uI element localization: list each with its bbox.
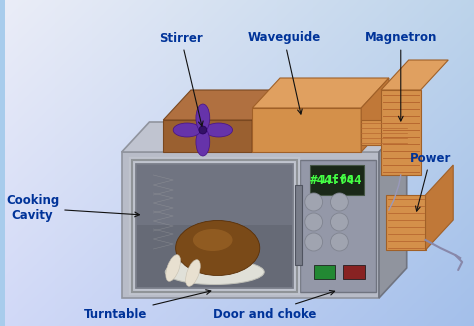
Ellipse shape (176, 220, 260, 275)
Circle shape (305, 193, 323, 211)
Text: #44ff44: #44ff44 (310, 173, 363, 186)
Text: Power: Power (410, 152, 451, 211)
Polygon shape (163, 90, 280, 120)
Circle shape (330, 193, 348, 211)
Polygon shape (295, 185, 302, 265)
Polygon shape (137, 165, 292, 287)
Polygon shape (163, 120, 252, 152)
Ellipse shape (205, 123, 233, 137)
Text: Cooking
Cavity: Cooking Cavity (6, 194, 139, 222)
Polygon shape (300, 160, 376, 292)
Text: 11:00: 11:00 (319, 175, 353, 185)
Text: Stirrer: Stirrer (159, 32, 203, 126)
Circle shape (199, 126, 207, 134)
Polygon shape (426, 165, 453, 250)
Polygon shape (122, 152, 379, 298)
Polygon shape (381, 90, 420, 175)
Polygon shape (386, 195, 426, 250)
Ellipse shape (173, 123, 201, 137)
Ellipse shape (165, 259, 264, 285)
Ellipse shape (193, 229, 233, 251)
Polygon shape (361, 120, 407, 145)
Text: Waveguide: Waveguide (247, 32, 320, 114)
Polygon shape (381, 60, 448, 90)
Polygon shape (252, 90, 280, 152)
Circle shape (305, 233, 323, 251)
Text: Magnetron: Magnetron (365, 32, 437, 121)
Text: Door and choke: Door and choke (212, 290, 335, 320)
Polygon shape (137, 165, 292, 225)
Ellipse shape (196, 104, 210, 132)
Polygon shape (379, 122, 407, 298)
Ellipse shape (186, 260, 201, 286)
Text: Turntable: Turntable (84, 290, 211, 320)
Polygon shape (252, 108, 361, 152)
Polygon shape (252, 78, 389, 108)
Bar (343, 265, 365, 279)
Polygon shape (310, 165, 364, 195)
Ellipse shape (196, 128, 210, 156)
Polygon shape (122, 122, 407, 152)
Polygon shape (361, 78, 389, 152)
Polygon shape (132, 160, 297, 292)
Circle shape (330, 213, 348, 231)
Ellipse shape (166, 255, 181, 281)
Bar (314, 265, 336, 279)
Circle shape (305, 213, 323, 231)
Circle shape (330, 233, 348, 251)
